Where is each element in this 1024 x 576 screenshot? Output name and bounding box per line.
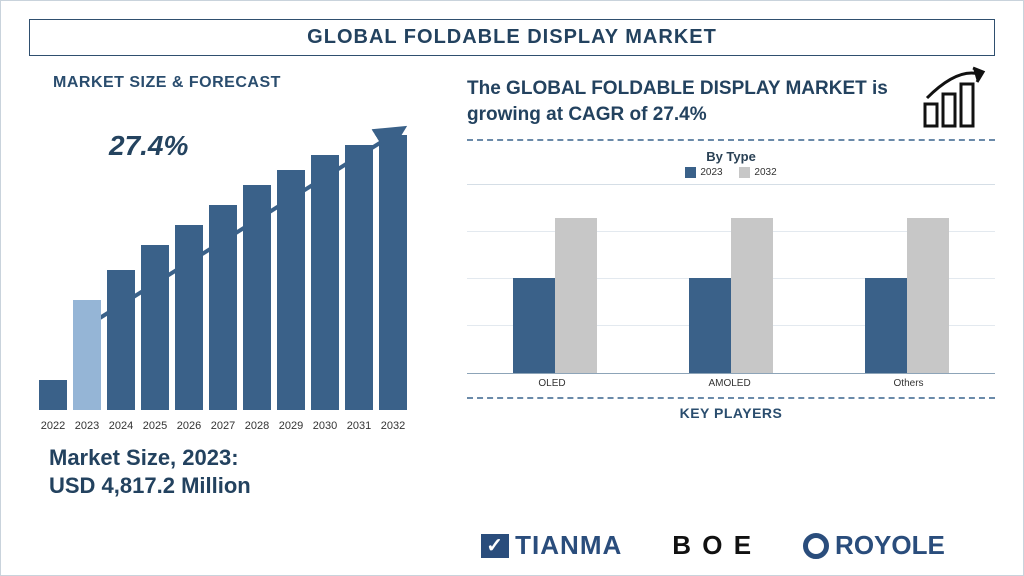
- royole-logo-icon: [803, 533, 829, 559]
- forecast-bar: [345, 145, 373, 410]
- forecast-year-label: 2022: [39, 420, 67, 432]
- bytype-bar: [513, 278, 555, 373]
- forecast-year-label: 2030: [311, 420, 339, 432]
- bytype-bar: [865, 278, 907, 373]
- left-panel: MARKET SIZE & FORECAST 27.4% 20222023202…: [29, 66, 449, 499]
- bytype-title: By Type: [467, 149, 995, 164]
- bytype-categories: OLED AMOLED Others: [467, 378, 995, 389]
- bytype-bar: [731, 218, 773, 373]
- right-panel: The GLOBAL FOLDABLE DISPLAY MARKET is gr…: [467, 66, 995, 499]
- bytype-group: [865, 218, 949, 373]
- legend-swatch-0: [685, 167, 696, 178]
- forecast-bar: [277, 170, 305, 410]
- market-size-line2: USD 4,817.2 Million: [49, 473, 251, 498]
- legend-label-1: 2032: [754, 167, 776, 178]
- growth-bars-icon: [917, 64, 995, 132]
- forecast-bar: [175, 225, 203, 410]
- market-size-line1: Market Size, 2023:: [49, 445, 239, 470]
- forecast-bar: [107, 270, 135, 410]
- keyplayers-label: KEY PLAYERS: [467, 405, 995, 421]
- forecast-year-label: 2029: [277, 420, 305, 432]
- forecast-bar: [379, 135, 407, 410]
- market-size-headline: Market Size, 2023: USD 4,817.2 Million: [49, 444, 449, 499]
- forecast-year-label: 2024: [107, 420, 135, 432]
- divider-2: [467, 397, 995, 399]
- content: MARKET SIZE & FORECAST 27.4% 20222023202…: [1, 56, 1023, 499]
- bytype-category-label: Others: [894, 378, 924, 389]
- bytype-category-label: AMOLED: [708, 378, 750, 389]
- bytype-group: [689, 218, 773, 373]
- forecast-bar: [141, 245, 169, 410]
- forecast-year-label: 2027: [209, 420, 237, 432]
- forecast-year-label: 2031: [345, 420, 373, 432]
- bytype-bar: [907, 218, 949, 373]
- forecast-year-label: 2028: [243, 420, 271, 432]
- tianma-logo-icon: ✓: [481, 534, 509, 558]
- royole-label: ROYOLE: [835, 530, 945, 561]
- forecast-chart: 27.4% 2022202320242025202620272028202920…: [29, 96, 429, 436]
- forecast-section-label: MARKET SIZE & FORECAST: [53, 74, 449, 92]
- bytype-group: [513, 218, 597, 373]
- legend-swatch-1: [739, 167, 750, 178]
- legend-label-0: 2023: [700, 167, 722, 178]
- player-royole: ROYOLE: [803, 530, 945, 561]
- headline-text: The GLOBAL FOLDABLE DISPLAY MARKET is gr…: [467, 76, 995, 127]
- forecast-bar: [73, 300, 101, 410]
- page-title: GLOBAL FOLDABLE DISPLAY MARKET: [29, 19, 995, 56]
- forecast-bar: [311, 155, 339, 410]
- boe-label: B O E: [672, 530, 753, 561]
- tianma-label: TIANMA: [515, 530, 622, 561]
- bytype-bar: [689, 278, 731, 373]
- forecast-year-label: 2023: [73, 420, 101, 432]
- bytype-category-label: OLED: [538, 378, 565, 389]
- forecast-year-label: 2025: [141, 420, 169, 432]
- player-tianma: ✓ TIANMA: [481, 530, 622, 561]
- bytype-bar: [555, 218, 597, 373]
- forecast-bar: [243, 185, 271, 410]
- bytype-chart: [467, 184, 995, 374]
- forecast-year-label: 2026: [175, 420, 203, 432]
- player-boe: B O E: [672, 530, 753, 561]
- divider-1: [467, 139, 995, 141]
- forecast-bar: [209, 205, 237, 410]
- bytype-legend: 2023 2032: [467, 167, 995, 178]
- forecast-bar: [39, 380, 67, 410]
- players-row: ✓ TIANMA B O E ROYOLE: [1, 530, 995, 561]
- forecast-year-label: 2032: [379, 420, 407, 432]
